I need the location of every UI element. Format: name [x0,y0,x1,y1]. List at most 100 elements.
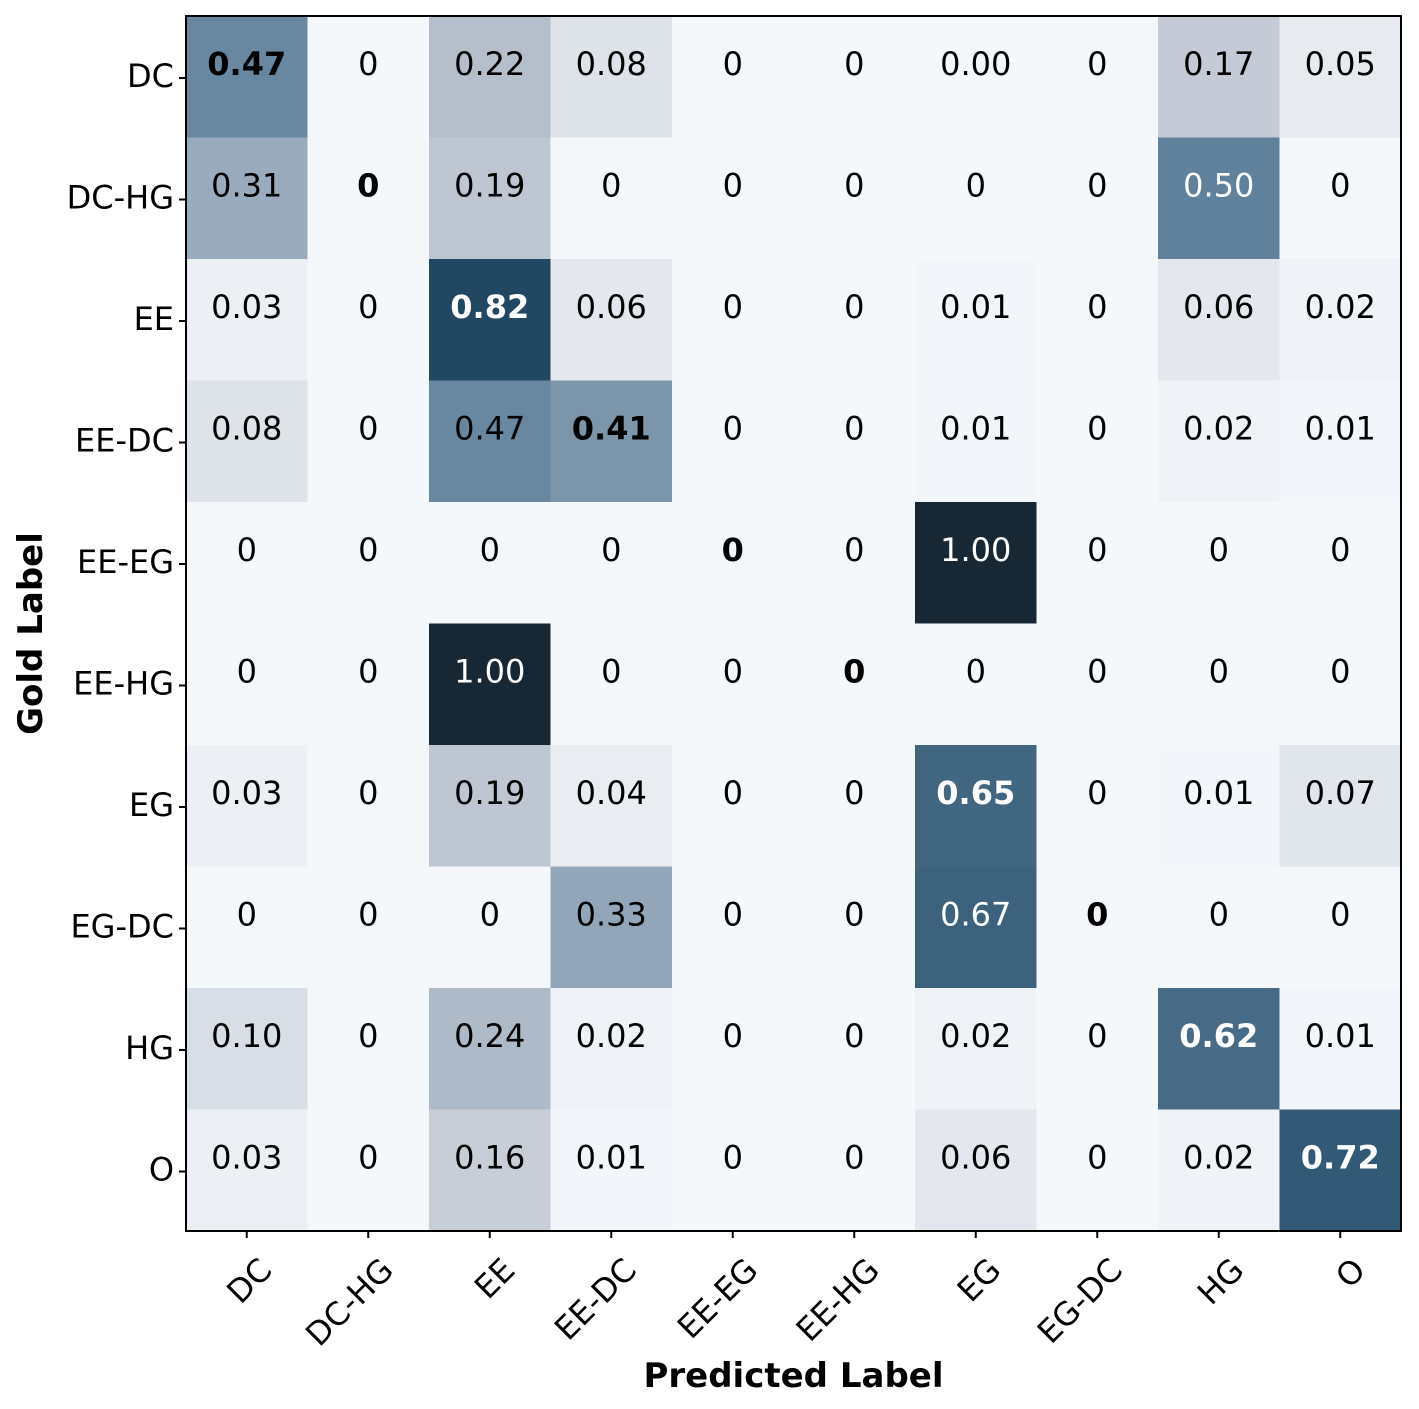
heatmap-cell-label: 0.33 [576,896,647,934]
heatmap-cell-label: 0 [358,288,378,326]
heatmap-cell-label: 0 [1087,1139,1107,1177]
x-tick-label: EE-DC [547,1251,644,1348]
y-axis-title: Gold Label [11,532,51,735]
heatmap-cell [915,623,1038,746]
heatmap-cell [1036,866,1159,989]
heatmap-cell-label: 0.06 [576,288,647,326]
heatmap-cell-label: 0 [1087,45,1107,83]
heatmap-cell [429,1109,552,1232]
heatmap-cell [307,502,430,625]
heatmap-cell [1036,623,1159,746]
heatmap-cell [307,137,430,260]
heatmap-cell [550,259,673,382]
heatmap-cell-label: 0 [844,167,864,205]
heatmap-cells [186,16,1402,1232]
heatmap-cell-label: 0.02 [576,1017,647,1055]
heatmap-cell [793,745,916,868]
heatmap-cell [915,745,1038,868]
heatmap-cell-label: 0 [723,410,743,448]
x-tick-label: HG [1190,1251,1251,1312]
x-tick-label: EE-EG [670,1251,765,1346]
heatmap-cell [672,1109,795,1232]
heatmap-cell-label: 0.10 [211,1017,282,1055]
heatmap-cell-label: 0 [358,410,378,448]
x-tick-label: EG-DC [1030,1251,1130,1351]
heatmap-cell [186,623,309,746]
heatmap-cell [1158,623,1281,746]
y-tick-label: O [149,1151,174,1189]
heatmap-cell [915,502,1038,625]
heatmap-cell-label: 0.62 [1179,1017,1258,1055]
heatmap-cell [307,16,430,139]
heatmap-cell [1279,16,1402,139]
heatmap-cell [1158,259,1281,382]
heatmap-cell [1279,988,1402,1111]
heatmap-cell-label: 0.41 [572,410,651,448]
heatmap-cell [1036,1109,1159,1232]
heatmap-cell-label: 0.01 [1305,1017,1376,1055]
heatmap-cell [915,866,1038,989]
heatmap-cell-label: 0 [480,896,500,934]
heatmap-cell [793,866,916,989]
heatmap-cell-label: 0 [358,1139,378,1177]
heatmap-cell [1279,259,1402,382]
heatmap-cell-label: 0 [844,1017,864,1055]
heatmap-cell-label: 0.01 [940,288,1011,326]
heatmap-cell [550,988,673,1111]
heatmap-cell-label: 0 [237,896,257,934]
heatmap-cell-label: 0 [601,167,621,205]
heatmap-cell [307,259,430,382]
y-tick-label: EG [129,786,174,824]
heatmap-cell [672,623,795,746]
heatmap-cell [429,745,552,868]
y-tick-label: EE-DC [75,422,174,460]
heatmap-cell [793,502,916,625]
heatmap-cell-label: 0 [844,531,864,569]
heatmap-cell [186,502,309,625]
y-tick-label: EE-HG [73,665,174,703]
heatmap-cell-label: 0 [1209,653,1229,691]
x-tick-label: DC-HG [298,1251,401,1354]
heatmap-cell-label: 0 [844,45,864,83]
heatmap-cell-label: 0 [1330,896,1350,934]
heatmap-cell [307,380,430,503]
heatmap-cell-label: 0.04 [576,774,647,812]
heatmap-cell-label: 0 [358,896,378,934]
heatmap-cell-label: 0 [237,653,257,691]
heatmap-cell [915,137,1038,260]
heatmap-cell [672,866,795,989]
heatmap-cell-label: 1.00 [940,531,1011,569]
heatmap-cell-label: 0 [966,653,986,691]
x-tick-label: EE-HG [789,1251,887,1349]
heatmap-cell-label: 0 [723,774,743,812]
y-tick-label: EE-EG [77,543,174,581]
heatmap-cell-label: 0.19 [454,167,525,205]
y-tick-label: HG [125,1029,174,1067]
heatmap-cell-label: 0 [844,410,864,448]
heatmap-cell [672,137,795,260]
heatmap-cell [1158,866,1281,989]
heatmap-cell [1158,137,1281,260]
heatmap-cell-label: 0.07 [1305,774,1376,812]
heatmap-cell [672,988,795,1111]
heatmap-cell-label: 0.47 [207,45,286,83]
heatmap-cell-label: 0.01 [940,410,1011,448]
heatmap-cell [1279,745,1402,868]
heatmap-cell [915,1109,1038,1232]
heatmap-cell [186,988,309,1111]
x-axis-title: Predicted Label [643,1356,943,1396]
heatmap-cell-label: 0 [966,167,986,205]
heatmap-cell-label: 0 [358,531,378,569]
heatmap-cell-label: 0.50 [1183,167,1254,205]
heatmap-cell-label: 0 [1330,653,1350,691]
heatmap-cell [915,259,1038,382]
heatmap-cell-label: 0 [1086,896,1108,934]
heatmap-cell-label: 0.67 [940,896,1011,934]
heatmap-cell-label: 0.72 [1301,1139,1380,1177]
heatmap-cell [793,16,916,139]
heatmap-cell-label: 0 [1087,774,1107,812]
heatmap-cell-label: 0.08 [211,410,282,448]
heatmap-cell [550,137,673,260]
y-axis-ticks: DC DC-HG EE EE-DC EE-EG EE-HG EG EG-DC HG O [67,57,186,1189]
heatmap-cell [429,623,552,746]
